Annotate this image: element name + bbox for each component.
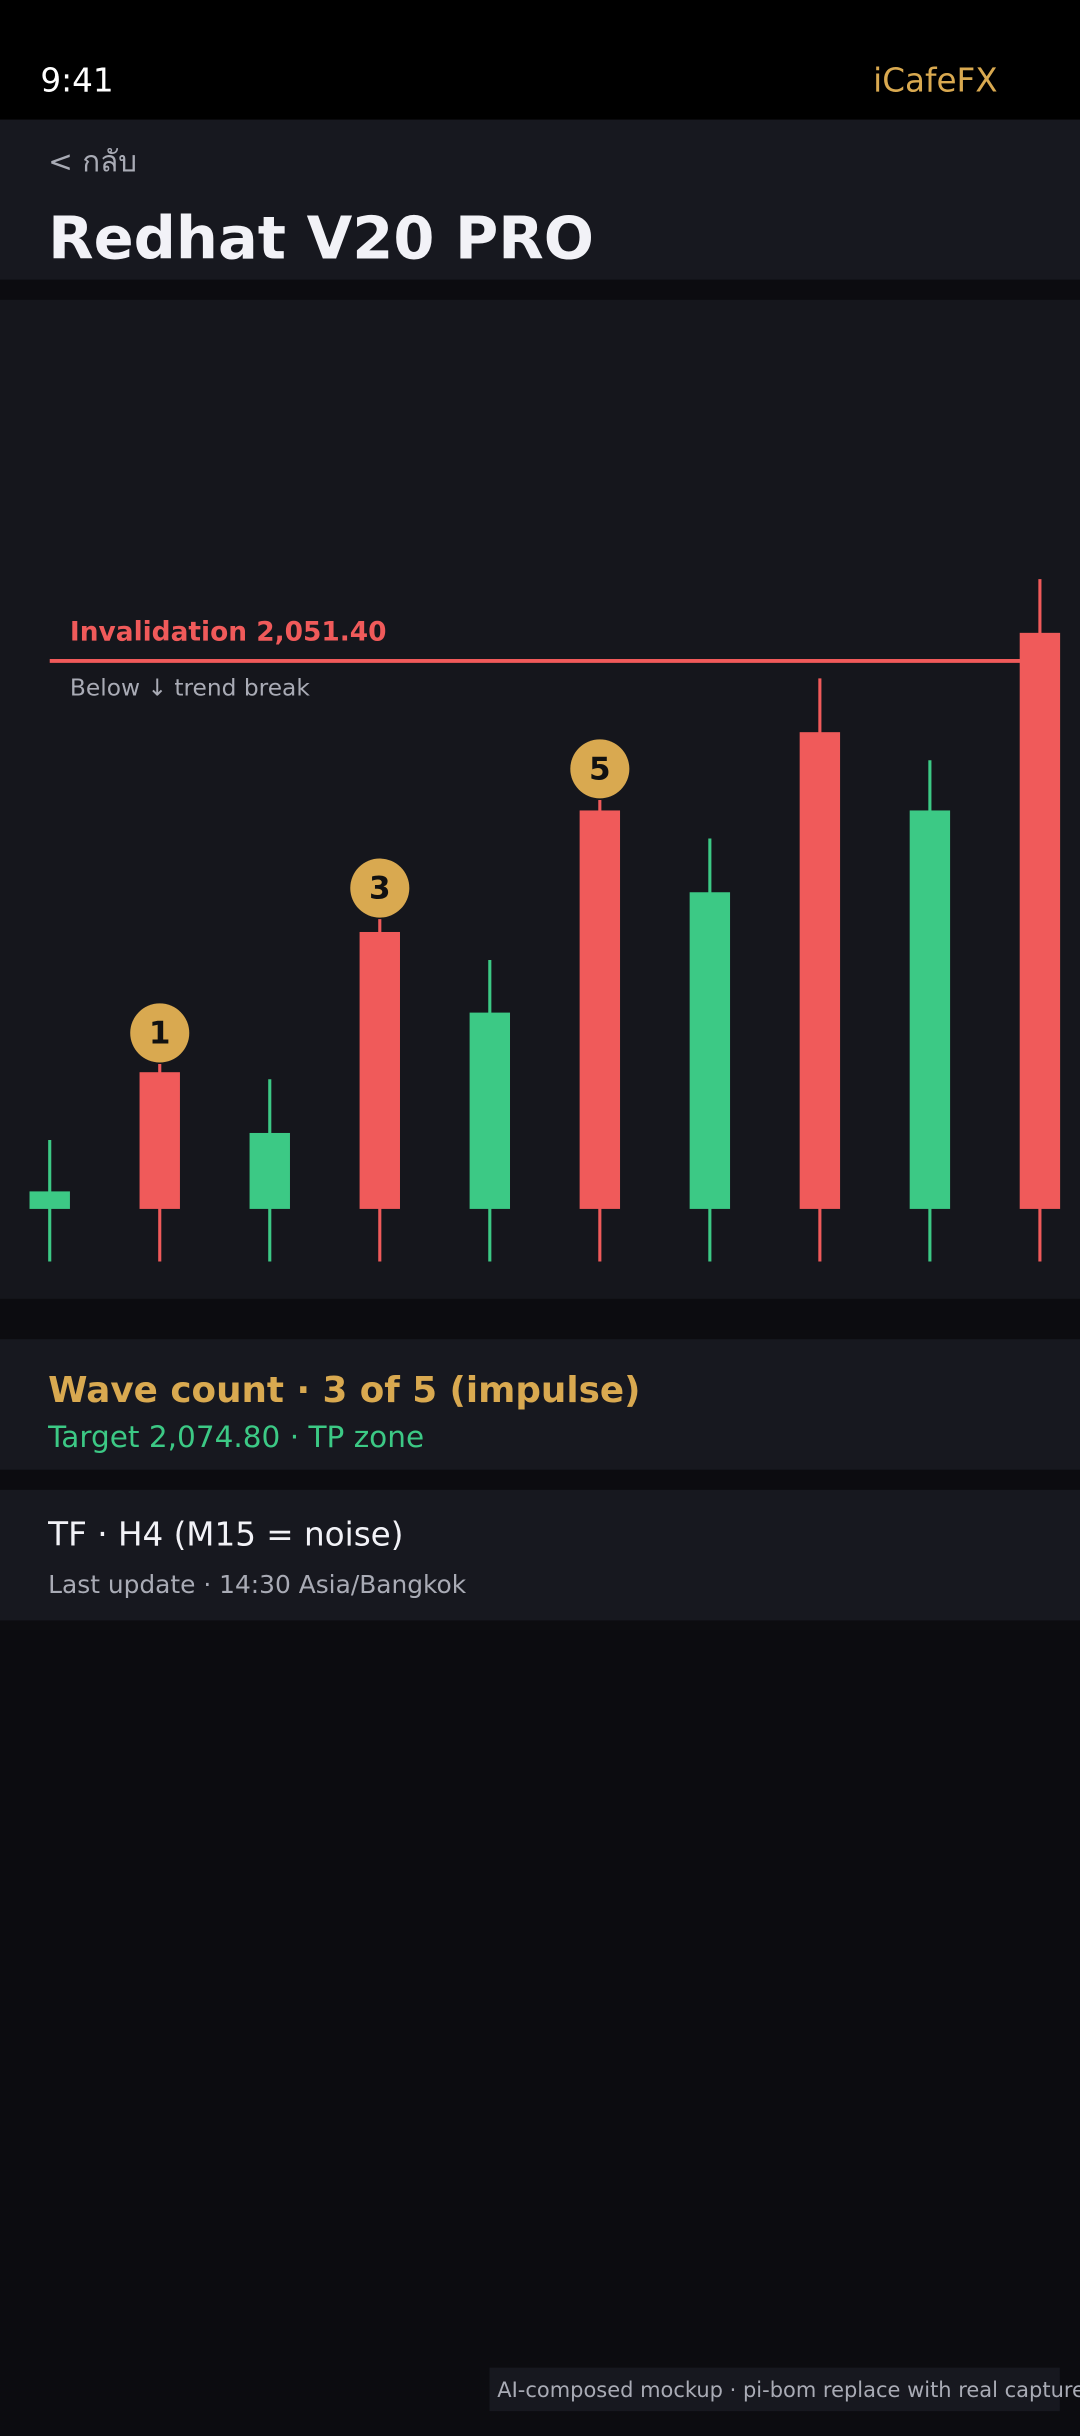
header bbox=[0, 119, 1080, 280]
wave-marker bbox=[570, 739, 630, 799]
wave-label: 3 bbox=[369, 871, 391, 907]
candle-body bbox=[689, 892, 731, 1209]
candle-body bbox=[469, 1012, 511, 1209]
chart-panel bbox=[0, 299, 1080, 1299]
candle-body bbox=[359, 931, 400, 1209]
back-button[interactable]: < กลับ bbox=[48, 145, 137, 179]
card bbox=[0, 1489, 1080, 1621]
status-bar bbox=[0, 0, 1080, 120]
wave-label: 5 bbox=[589, 751, 611, 787]
card-title: Wave count · 3 of 5 (impulse) bbox=[48, 1370, 640, 1411]
candle-body bbox=[139, 1072, 180, 1209]
wave-marker bbox=[130, 1003, 190, 1063]
invalidation-label: Invalidation 2,051.40 bbox=[70, 616, 387, 647]
chart: Invalidation 2,051.40 Below ↓ trend break… bbox=[29, 579, 1061, 1262]
card-title: TF · H4 (M15 = noise) bbox=[47, 1515, 403, 1553]
card bbox=[0, 1339, 1080, 1470]
candle-body bbox=[29, 1191, 70, 1209]
card-subtitle: Target 2,074.80 · TP zone bbox=[47, 1420, 424, 1454]
candle-body bbox=[249, 1132, 290, 1209]
candle-body bbox=[799, 732, 841, 1209]
footer-box bbox=[489, 2367, 1060, 2412]
footer-note: AI-composed mockup · pi-bom replace with… bbox=[497, 2378, 1080, 2402]
wave-label: 1 bbox=[149, 1016, 171, 1052]
card-subtitle: Last update · 14:30 Asia/Bangkok bbox=[48, 1570, 467, 1599]
candle-body bbox=[579, 810, 621, 1209]
candle-body bbox=[1019, 632, 1061, 1209]
candle-body bbox=[909, 810, 951, 1209]
status-time: 9:41 bbox=[40, 61, 113, 99]
page-title: Redhat V20 PRO bbox=[48, 203, 594, 272]
invalidation-note: Below ↓ trend break bbox=[70, 674, 310, 701]
status-brand: iCafeFX bbox=[873, 61, 997, 99]
wave-marker bbox=[350, 858, 410, 918]
